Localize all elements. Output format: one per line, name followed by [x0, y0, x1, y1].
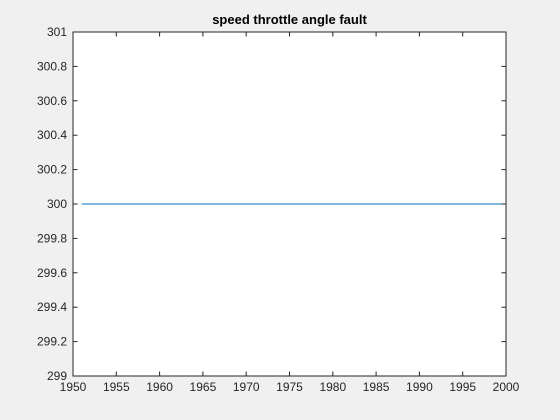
y-tick-label: 300.6: [37, 94, 67, 108]
x-tick-label: 1965: [190, 380, 217, 394]
y-tick-label: 300: [47, 197, 67, 211]
y-tick-label: 300.2: [37, 163, 67, 177]
x-tick-label: 2000: [493, 380, 520, 394]
x-tick-label: 1995: [449, 380, 476, 394]
y-tick-label: 299.2: [37, 335, 67, 349]
x-tick-label: 1980: [319, 380, 346, 394]
x-tick-label: 1990: [406, 380, 433, 394]
x-tick-label: 1960: [146, 380, 173, 394]
y-tick-label: 300.8: [37, 59, 67, 73]
x-tick-label: 1975: [276, 380, 303, 394]
y-tick-label: 300.4: [37, 128, 67, 142]
axes-box: [72, 31, 507, 377]
y-tick-label: 299.6: [37, 266, 67, 280]
y-tick-label: 299.8: [37, 231, 67, 245]
x-tick-label: 1985: [363, 380, 390, 394]
y-tick-label: 301: [47, 25, 67, 39]
x-tick-label: 1970: [233, 380, 260, 394]
y-tick-label: 299.4: [37, 300, 67, 314]
chart-title: speed throttle angle fault: [212, 12, 367, 27]
y-axis-tick-labels: 299 299.2 299.4 299.6 299.8 300 300.2 300.4 300.…: [37, 25, 67, 383]
x-axis-tick-labels: 1950 1955 1960 1965 1970 1975 1980 1985 1990 1995…: [60, 380, 520, 394]
y-tick-label: 299: [47, 369, 67, 383]
x-tick-label: 1950: [60, 380, 87, 394]
x-tick-label: 1955: [103, 380, 130, 394]
